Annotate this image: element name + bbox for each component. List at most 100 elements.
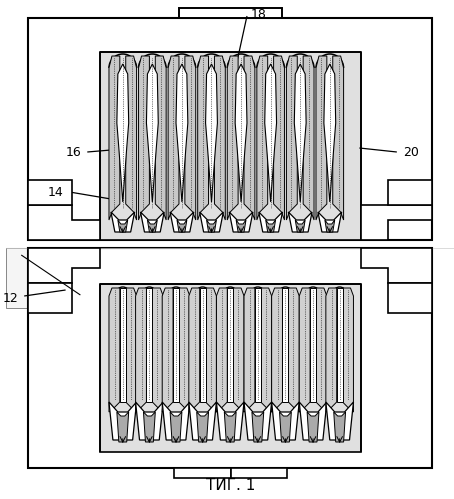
Polygon shape [388, 180, 432, 205]
Polygon shape [224, 412, 236, 442]
Polygon shape [361, 205, 432, 240]
Polygon shape [295, 220, 305, 232]
Polygon shape [136, 288, 147, 412]
Polygon shape [109, 56, 120, 220]
Polygon shape [288, 212, 312, 232]
Polygon shape [189, 288, 200, 412]
Polygon shape [100, 52, 361, 240]
Polygon shape [200, 212, 223, 232]
Polygon shape [217, 402, 244, 440]
Polygon shape [126, 56, 137, 220]
Polygon shape [217, 288, 227, 412]
Polygon shape [141, 212, 164, 232]
Polygon shape [265, 64, 276, 202]
Polygon shape [170, 212, 194, 232]
Polygon shape [6, 248, 100, 282]
Polygon shape [266, 220, 276, 232]
Polygon shape [326, 402, 354, 440]
Polygon shape [200, 288, 206, 402]
Text: 16: 16 [66, 146, 81, 159]
Polygon shape [303, 56, 314, 220]
Polygon shape [118, 220, 128, 232]
Polygon shape [310, 288, 316, 402]
Polygon shape [229, 212, 253, 232]
Polygon shape [143, 412, 155, 442]
Polygon shape [207, 220, 217, 232]
Polygon shape [361, 248, 432, 283]
Polygon shape [236, 220, 246, 232]
Polygon shape [255, 288, 261, 402]
Polygon shape [227, 288, 233, 402]
Polygon shape [244, 402, 271, 440]
Polygon shape [28, 205, 100, 240]
Polygon shape [271, 288, 282, 412]
Polygon shape [136, 402, 163, 440]
Polygon shape [227, 56, 238, 220]
Polygon shape [252, 412, 264, 442]
Polygon shape [274, 56, 285, 220]
Polygon shape [177, 220, 187, 232]
Polygon shape [286, 56, 297, 220]
Polygon shape [333, 56, 344, 220]
Polygon shape [147, 64, 158, 202]
Polygon shape [138, 56, 149, 220]
Polygon shape [316, 56, 327, 220]
Polygon shape [6, 248, 95, 308]
Polygon shape [343, 288, 354, 412]
Polygon shape [147, 288, 153, 402]
Polygon shape [214, 56, 225, 220]
Polygon shape [206, 64, 217, 202]
Polygon shape [324, 64, 336, 202]
Polygon shape [28, 248, 432, 468]
Polygon shape [388, 283, 432, 313]
Polygon shape [299, 402, 327, 440]
Polygon shape [197, 56, 208, 220]
Polygon shape [162, 288, 173, 412]
Polygon shape [231, 468, 287, 478]
Polygon shape [28, 18, 432, 240]
Polygon shape [28, 180, 73, 205]
Polygon shape [174, 468, 231, 478]
Polygon shape [334, 412, 345, 442]
Polygon shape [235, 64, 247, 202]
Polygon shape [117, 412, 128, 442]
Polygon shape [126, 288, 137, 412]
Polygon shape [206, 288, 217, 412]
Polygon shape [100, 284, 361, 452]
Polygon shape [271, 402, 299, 440]
Polygon shape [109, 288, 120, 412]
Polygon shape [176, 64, 188, 202]
Polygon shape [170, 412, 182, 442]
Polygon shape [179, 288, 190, 412]
Polygon shape [28, 248, 100, 283]
Polygon shape [282, 288, 288, 402]
Polygon shape [337, 288, 343, 402]
Polygon shape [148, 220, 157, 232]
Polygon shape [189, 402, 217, 440]
Text: 12: 12 [3, 291, 18, 304]
Polygon shape [168, 56, 179, 220]
Polygon shape [185, 56, 196, 220]
Polygon shape [120, 288, 126, 402]
Polygon shape [318, 212, 341, 232]
Polygon shape [197, 412, 208, 442]
Polygon shape [173, 288, 179, 402]
Polygon shape [307, 412, 319, 442]
Polygon shape [316, 288, 327, 412]
Polygon shape [294, 64, 306, 202]
Polygon shape [179, 8, 282, 18]
Polygon shape [244, 288, 255, 412]
Text: 14: 14 [48, 186, 64, 199]
Text: 20: 20 [403, 146, 419, 159]
Polygon shape [111, 212, 134, 232]
Polygon shape [280, 412, 291, 442]
Polygon shape [162, 402, 190, 440]
Polygon shape [288, 288, 299, 412]
Text: ΤИГ. 1: ΤИГ. 1 [206, 478, 255, 493]
Polygon shape [261, 288, 271, 412]
Polygon shape [244, 56, 255, 220]
Polygon shape [155, 56, 166, 220]
Polygon shape [117, 64, 128, 202]
Polygon shape [326, 288, 337, 412]
Polygon shape [28, 283, 73, 313]
